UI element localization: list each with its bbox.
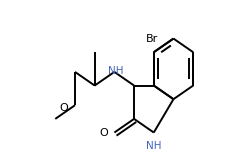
Text: NH: NH: [145, 141, 161, 151]
Text: NH: NH: [108, 66, 123, 76]
Text: O: O: [99, 127, 108, 138]
Text: Br: Br: [146, 34, 158, 44]
Text: O: O: [59, 103, 68, 113]
